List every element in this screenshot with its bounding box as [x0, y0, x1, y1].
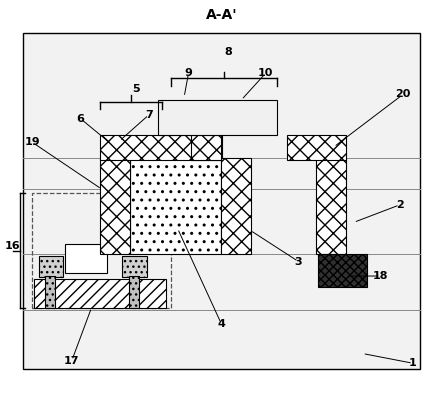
Bar	[129, 277, 139, 309]
Text: 19: 19	[24, 137, 40, 147]
Text: 17: 17	[64, 355, 80, 366]
Bar	[287, 135, 346, 160]
Bar	[65, 244, 107, 273]
Text: 9: 9	[185, 69, 192, 78]
Text: 18: 18	[373, 271, 389, 281]
Bar	[23, 33, 420, 369]
Text: 2: 2	[396, 200, 404, 210]
Text: 3: 3	[295, 256, 303, 267]
Text: 7: 7	[145, 110, 153, 120]
Bar	[32, 193, 171, 309]
Text: 6: 6	[77, 114, 85, 124]
Bar	[130, 158, 221, 254]
Text: 8: 8	[224, 47, 232, 57]
Bar	[190, 135, 221, 160]
Text: 1: 1	[409, 358, 417, 368]
Text: A-A': A-A'	[206, 8, 237, 22]
Bar	[101, 135, 222, 160]
Bar	[122, 256, 147, 277]
Text: 4: 4	[218, 319, 225, 329]
Bar	[46, 277, 55, 309]
Bar	[39, 256, 63, 277]
Text: 5: 5	[132, 84, 140, 95]
Bar	[101, 158, 130, 254]
Text: 20: 20	[395, 89, 411, 100]
Text: 10: 10	[258, 69, 273, 78]
Bar	[221, 158, 251, 254]
Text: 16: 16	[4, 241, 20, 251]
Bar	[158, 100, 276, 135]
Bar	[316, 158, 346, 254]
Bar	[319, 254, 367, 287]
Bar	[35, 279, 167, 309]
